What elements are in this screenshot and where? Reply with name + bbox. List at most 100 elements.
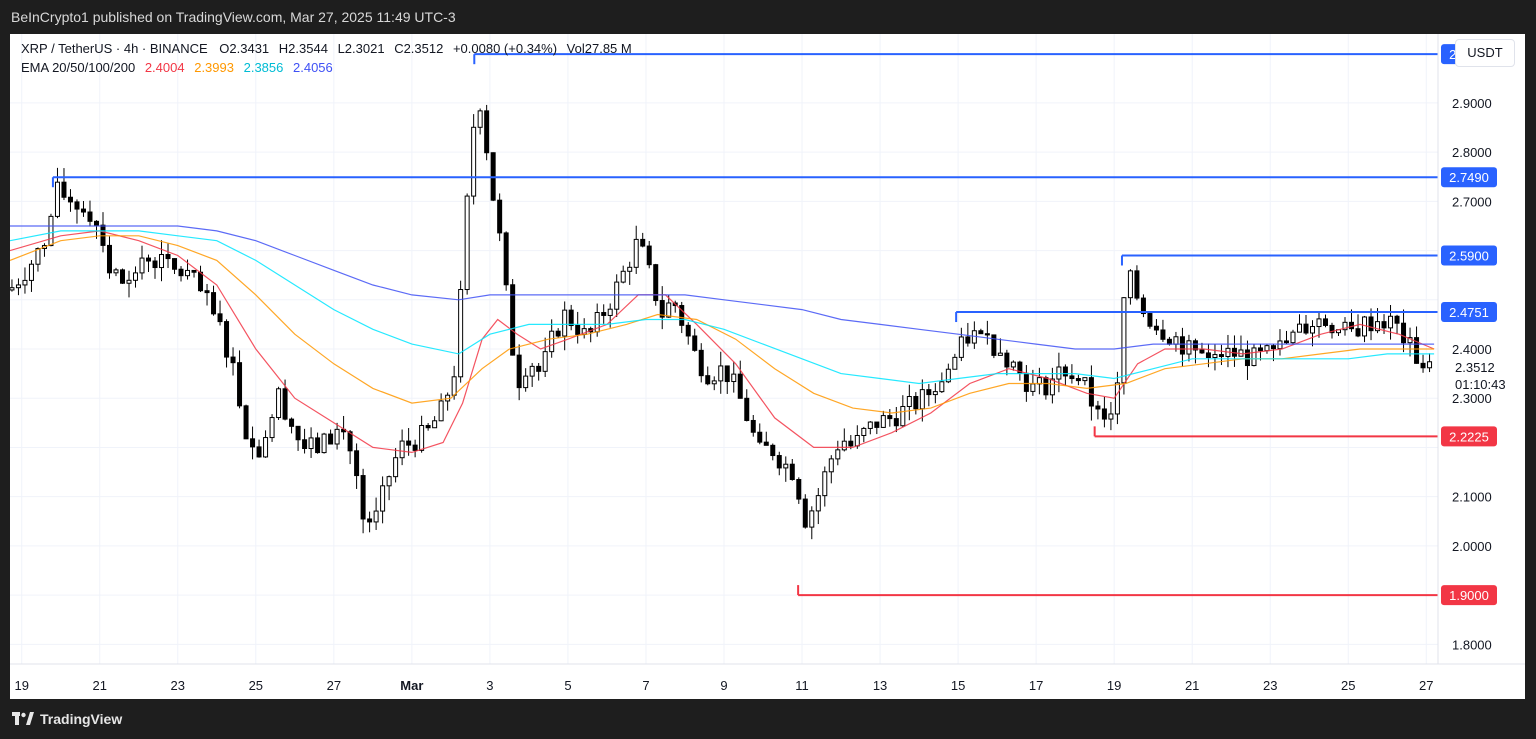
x-tick-label: 13 (873, 678, 887, 693)
close-value: 2.3512 (403, 41, 444, 56)
candle-up (399, 440, 405, 459)
candle-down (965, 336, 971, 344)
candle-up (614, 281, 620, 310)
candle-up (627, 266, 633, 272)
tradingview-logo[interactable]: TradingView (12, 711, 122, 727)
candle-up (815, 495, 821, 512)
candle-down (106, 244, 112, 274)
candle-down (653, 264, 659, 302)
x-tick-label: 11 (795, 678, 809, 693)
x-tick-label: 5 (564, 678, 571, 693)
footer-bar: TradingView (0, 699, 1536, 739)
candle-down (913, 396, 919, 410)
candle-up (432, 420, 438, 429)
candle-down (1166, 338, 1172, 345)
candle-down (737, 373, 743, 399)
ema-row: EMA 20/50/100/200 2.4004 2.3993 2.3856 2… (21, 58, 632, 77)
candle-down (250, 438, 256, 448)
candle-down (1394, 315, 1400, 324)
candle-up (666, 302, 672, 318)
candle-down (217, 313, 223, 323)
x-tick-label: 25 (249, 678, 263, 693)
candle-down (87, 211, 93, 222)
resistance-level-badge (1441, 245, 1497, 266)
x-tick-label: 19 (1107, 678, 1121, 693)
candle-down (679, 305, 685, 326)
candle-up (523, 375, 529, 389)
candle-up (10, 287, 15, 291)
resistance-level-label: 2.7490 (1449, 170, 1489, 185)
candle-down (659, 300, 665, 318)
candle-up (458, 289, 464, 378)
candle-down (1329, 324, 1335, 334)
candle-down (1270, 345, 1276, 350)
x-tick-label: 25 (1341, 678, 1355, 693)
ema-line-ema200 (10, 225, 1435, 350)
support-level-label: 2.2225 (1449, 429, 1489, 444)
candle-up (139, 257, 145, 274)
open-value: 2.3431 (229, 41, 270, 56)
candle-down (1043, 377, 1049, 396)
low-label: L (337, 41, 345, 56)
candle-down (152, 260, 158, 269)
candle-down (302, 439, 308, 450)
candle-down (67, 196, 73, 203)
candle-up (711, 380, 717, 385)
candle-up (900, 405, 906, 427)
candle-down (1218, 354, 1224, 358)
ema100-value: 2.3856 (243, 60, 284, 75)
candle-down (802, 498, 808, 528)
candle-down (1355, 328, 1361, 337)
y-tick-label: 2.0000 (1452, 539, 1492, 554)
candle-up (1127, 270, 1133, 299)
x-tick-label: 3 (486, 678, 493, 693)
candle-up (1251, 347, 1257, 367)
price-chart[interactable]: 2.99902.74902.59002.47512.22251.90002.90… (10, 34, 1525, 699)
candle-down (237, 362, 243, 407)
candle-down (724, 365, 730, 383)
chart-panel[interactable]: 2.99902.74902.59002.47512.22251.90002.90… (10, 34, 1525, 699)
candle-up (828, 458, 834, 473)
candle-up (1296, 323, 1302, 333)
x-tick-label: 19 (14, 678, 28, 693)
candle-up (1114, 382, 1120, 415)
candle-down (191, 269, 197, 273)
candle-down (1023, 372, 1029, 392)
candle-down (406, 440, 412, 446)
candle-down (601, 312, 607, 316)
high-value: 2.3544 (288, 41, 328, 56)
candle-down (763, 441, 769, 446)
candle-down (692, 335, 698, 351)
candle-up (419, 424, 425, 451)
candle-up (542, 351, 548, 372)
vol-value: 27.85 M (584, 41, 632, 56)
candle-down (315, 437, 321, 454)
candle-up (841, 440, 847, 451)
ohlc-row: XRP / TetherUS · 4h · BINANCE O2.3431 H2… (21, 39, 632, 58)
candle-up (549, 330, 555, 353)
candle-up (1277, 340, 1283, 350)
candle-down (172, 258, 178, 270)
candle-down (1134, 270, 1140, 299)
candle-up (620, 270, 626, 283)
candle-down (1381, 321, 1387, 329)
candle-down (1147, 313, 1153, 327)
candle-up (783, 463, 789, 469)
tradingview-brand: TradingView (40, 711, 123, 727)
candle-up (1082, 377, 1088, 382)
ema-label[interactable]: EMA 20/50/100/200 (21, 60, 136, 75)
candle-down (1192, 340, 1198, 351)
open-label: O (219, 41, 230, 56)
candle-down (1069, 375, 1075, 380)
ema-line-ema20 (10, 230, 1435, 454)
candle-down (770, 444, 776, 457)
candle-down (1140, 297, 1146, 315)
candle-up (880, 415, 886, 428)
currency-selector[interactable]: USDT (1455, 39, 1515, 67)
symbol-label[interactable]: XRP / TetherUS · 4h · BINANCE (21, 41, 208, 56)
candle-up (835, 449, 841, 460)
candle-down (1179, 336, 1185, 355)
ema20-value: 2.4004 (144, 60, 185, 75)
candle-down (796, 479, 802, 500)
candle-down (893, 418, 899, 427)
